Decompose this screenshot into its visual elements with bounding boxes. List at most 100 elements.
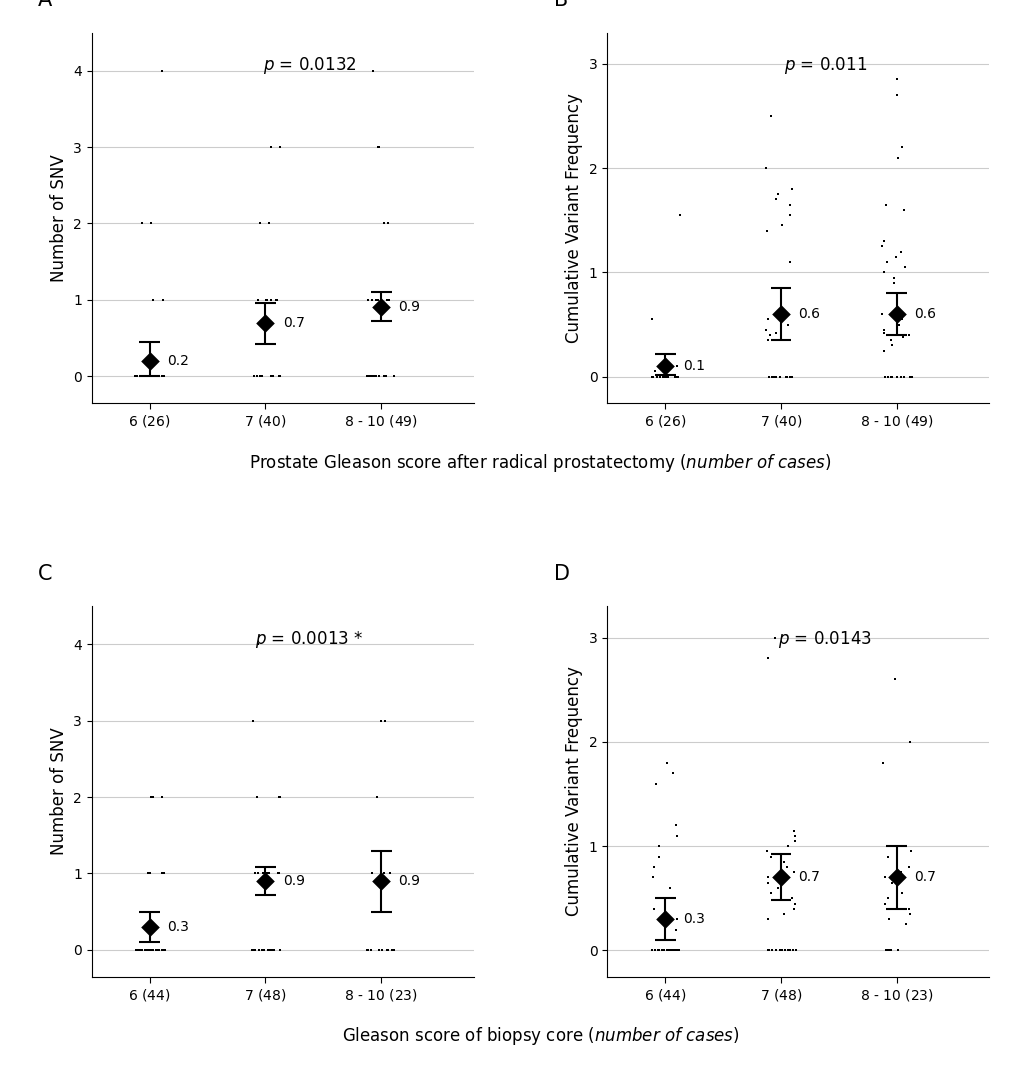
Point [784, 942, 800, 959]
Point [782, 196, 798, 214]
Point [156, 941, 172, 958]
Point [141, 941, 157, 958]
Point [155, 291, 171, 308]
Point [655, 368, 672, 385]
Point [784, 942, 800, 959]
Point [651, 847, 667, 865]
Point [882, 368, 899, 385]
Point [148, 941, 164, 958]
Point [776, 942, 793, 959]
Point [127, 941, 144, 958]
Text: D: D [553, 564, 570, 584]
Point [154, 865, 170, 882]
Point [270, 865, 286, 882]
Point [887, 671, 903, 688]
Point [650, 942, 666, 959]
Point [888, 869, 904, 886]
Point [367, 291, 383, 308]
Point [360, 291, 376, 308]
Point [143, 215, 159, 232]
Point [256, 941, 272, 958]
Point [875, 342, 892, 359]
Point [143, 941, 159, 958]
Point [252, 368, 268, 385]
Point [644, 368, 660, 385]
Point [901, 733, 917, 751]
Point [137, 941, 153, 958]
Point [780, 942, 796, 959]
Point [655, 942, 672, 959]
Point [363, 291, 379, 308]
Point [651, 368, 667, 385]
Point [132, 941, 149, 958]
Point [664, 942, 681, 959]
Point [145, 291, 161, 308]
Point [645, 901, 661, 918]
Point [663, 942, 680, 959]
Point [145, 941, 161, 958]
Point [771, 368, 788, 385]
Point [767, 191, 784, 208]
Point [873, 238, 890, 255]
Point [669, 368, 686, 385]
Point [763, 942, 780, 959]
Text: $p$ = 0.0143: $p$ = 0.0143 [777, 628, 871, 650]
Point [385, 368, 401, 385]
Point [379, 941, 395, 958]
Point [372, 865, 388, 882]
Point [771, 942, 788, 959]
Point [886, 275, 902, 292]
Point [379, 215, 395, 232]
Point [133, 941, 150, 958]
Point [643, 942, 659, 959]
Point [254, 865, 270, 882]
Point [154, 368, 170, 385]
Point [669, 368, 686, 385]
Point [654, 368, 671, 385]
Point [644, 368, 660, 385]
Point [893, 243, 909, 260]
Point [135, 941, 151, 958]
Point [877, 942, 894, 959]
Point [149, 941, 165, 958]
Point [271, 941, 287, 958]
Point [263, 368, 279, 385]
Text: 0.1: 0.1 [682, 359, 704, 373]
Point [654, 368, 671, 385]
Point [781, 368, 797, 385]
Point [658, 368, 675, 385]
Point [269, 865, 285, 882]
Point [893, 310, 909, 328]
Point [769, 305, 786, 322]
Point [256, 941, 272, 958]
Point [763, 942, 780, 959]
Point [370, 139, 386, 156]
Point [148, 941, 164, 958]
Point [785, 901, 801, 918]
Point [260, 865, 276, 882]
Text: A: A [39, 0, 53, 11]
Point [879, 910, 896, 928]
Point [883, 875, 900, 892]
Point [668, 910, 685, 928]
Point [250, 636, 266, 653]
Point [153, 789, 169, 806]
Point [138, 941, 154, 958]
Point [135, 368, 151, 385]
Point [884, 269, 901, 286]
Point [261, 865, 277, 882]
Point [648, 368, 664, 385]
Point [155, 865, 171, 882]
Point [244, 941, 260, 958]
Point [154, 62, 170, 79]
Point [768, 879, 785, 896]
Point [643, 310, 659, 328]
Point [143, 789, 159, 806]
Point [786, 864, 802, 881]
Point [259, 291, 275, 308]
Point [127, 368, 144, 385]
Point [672, 206, 688, 224]
Point [264, 941, 280, 958]
Point [262, 291, 278, 308]
Point [155, 865, 171, 882]
